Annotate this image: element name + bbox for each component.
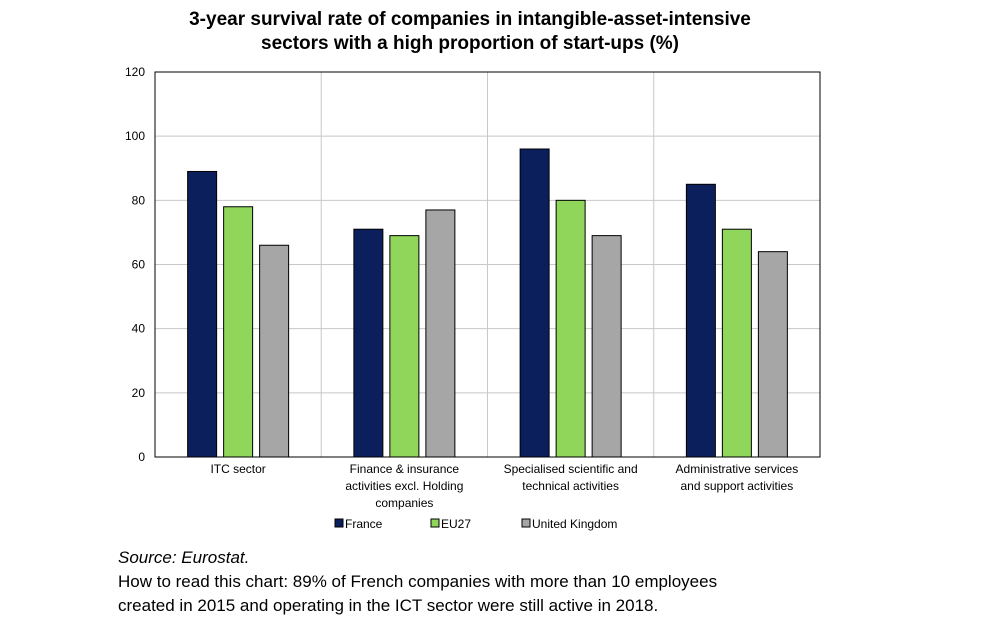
legend-label: France: [345, 517, 383, 531]
bar-france: [519, 148, 550, 458]
chart-title-line-1: 3-year survival rate of companies in int…: [189, 9, 751, 30]
y-tick-label: 20: [132, 386, 146, 400]
y-tick-label: 100: [125, 129, 145, 143]
bar-eu27: [389, 235, 420, 458]
source-note: Source: Eurostat.: [118, 548, 250, 567]
legend-swatch: [334, 518, 344, 528]
y-tick-label: 120: [125, 65, 145, 79]
bar-france: [187, 170, 218, 458]
chart-notes: Source: Eurostat. How to read this chart…: [118, 546, 717, 618]
chart-title-line-2: sectors with a high proportion of start-…: [261, 33, 679, 54]
legend-label: United Kingdom: [532, 517, 617, 531]
bar-united-kingdom: [591, 235, 622, 458]
bar-united-kingdom: [757, 251, 788, 458]
chart-title: 3-year survival rate of companies in int…: [0, 8, 940, 56]
y-tick-label: 0: [138, 450, 145, 464]
bar-chart: 0 20 40 60 80 100 120 ITC sector Finance & insur…: [125, 65, 821, 531]
x-tick-label: technical activities: [522, 479, 619, 493]
bar-united-kingdom: [425, 209, 456, 458]
x-tick-label: Administrative services: [676, 462, 799, 476]
legend-label: EU27: [441, 517, 471, 531]
bar-eu27: [223, 206, 254, 458]
x-tick-label: and support activities: [681, 479, 794, 493]
bar-eu27: [721, 228, 752, 458]
bar-united-kingdom: [259, 244, 290, 458]
x-tick-label: Finance & insurance: [350, 462, 460, 476]
reading-note-line-1: How to read this chart: 89% of French co…: [118, 572, 718, 591]
plot-area-border: [154, 71, 821, 458]
x-tick-label: ITC sector: [210, 462, 265, 476]
bar-france: [353, 228, 384, 458]
x-tick-label: companies: [375, 496, 433, 510]
x-tick-label: Specialised scientific and: [504, 462, 638, 476]
y-tick-label: 80: [132, 193, 146, 207]
bar-france: [685, 183, 716, 458]
legend-swatch: [521, 518, 531, 528]
bar-eu27: [555, 199, 586, 458]
y-tick-label: 60: [132, 258, 146, 272]
legend-swatch: [430, 518, 440, 528]
reading-note-line-2: created in 2015 and operating in the ICT…: [118, 596, 659, 615]
x-tick-label: activities excl. Holding: [345, 479, 463, 493]
y-tick-label: 40: [132, 322, 146, 336]
